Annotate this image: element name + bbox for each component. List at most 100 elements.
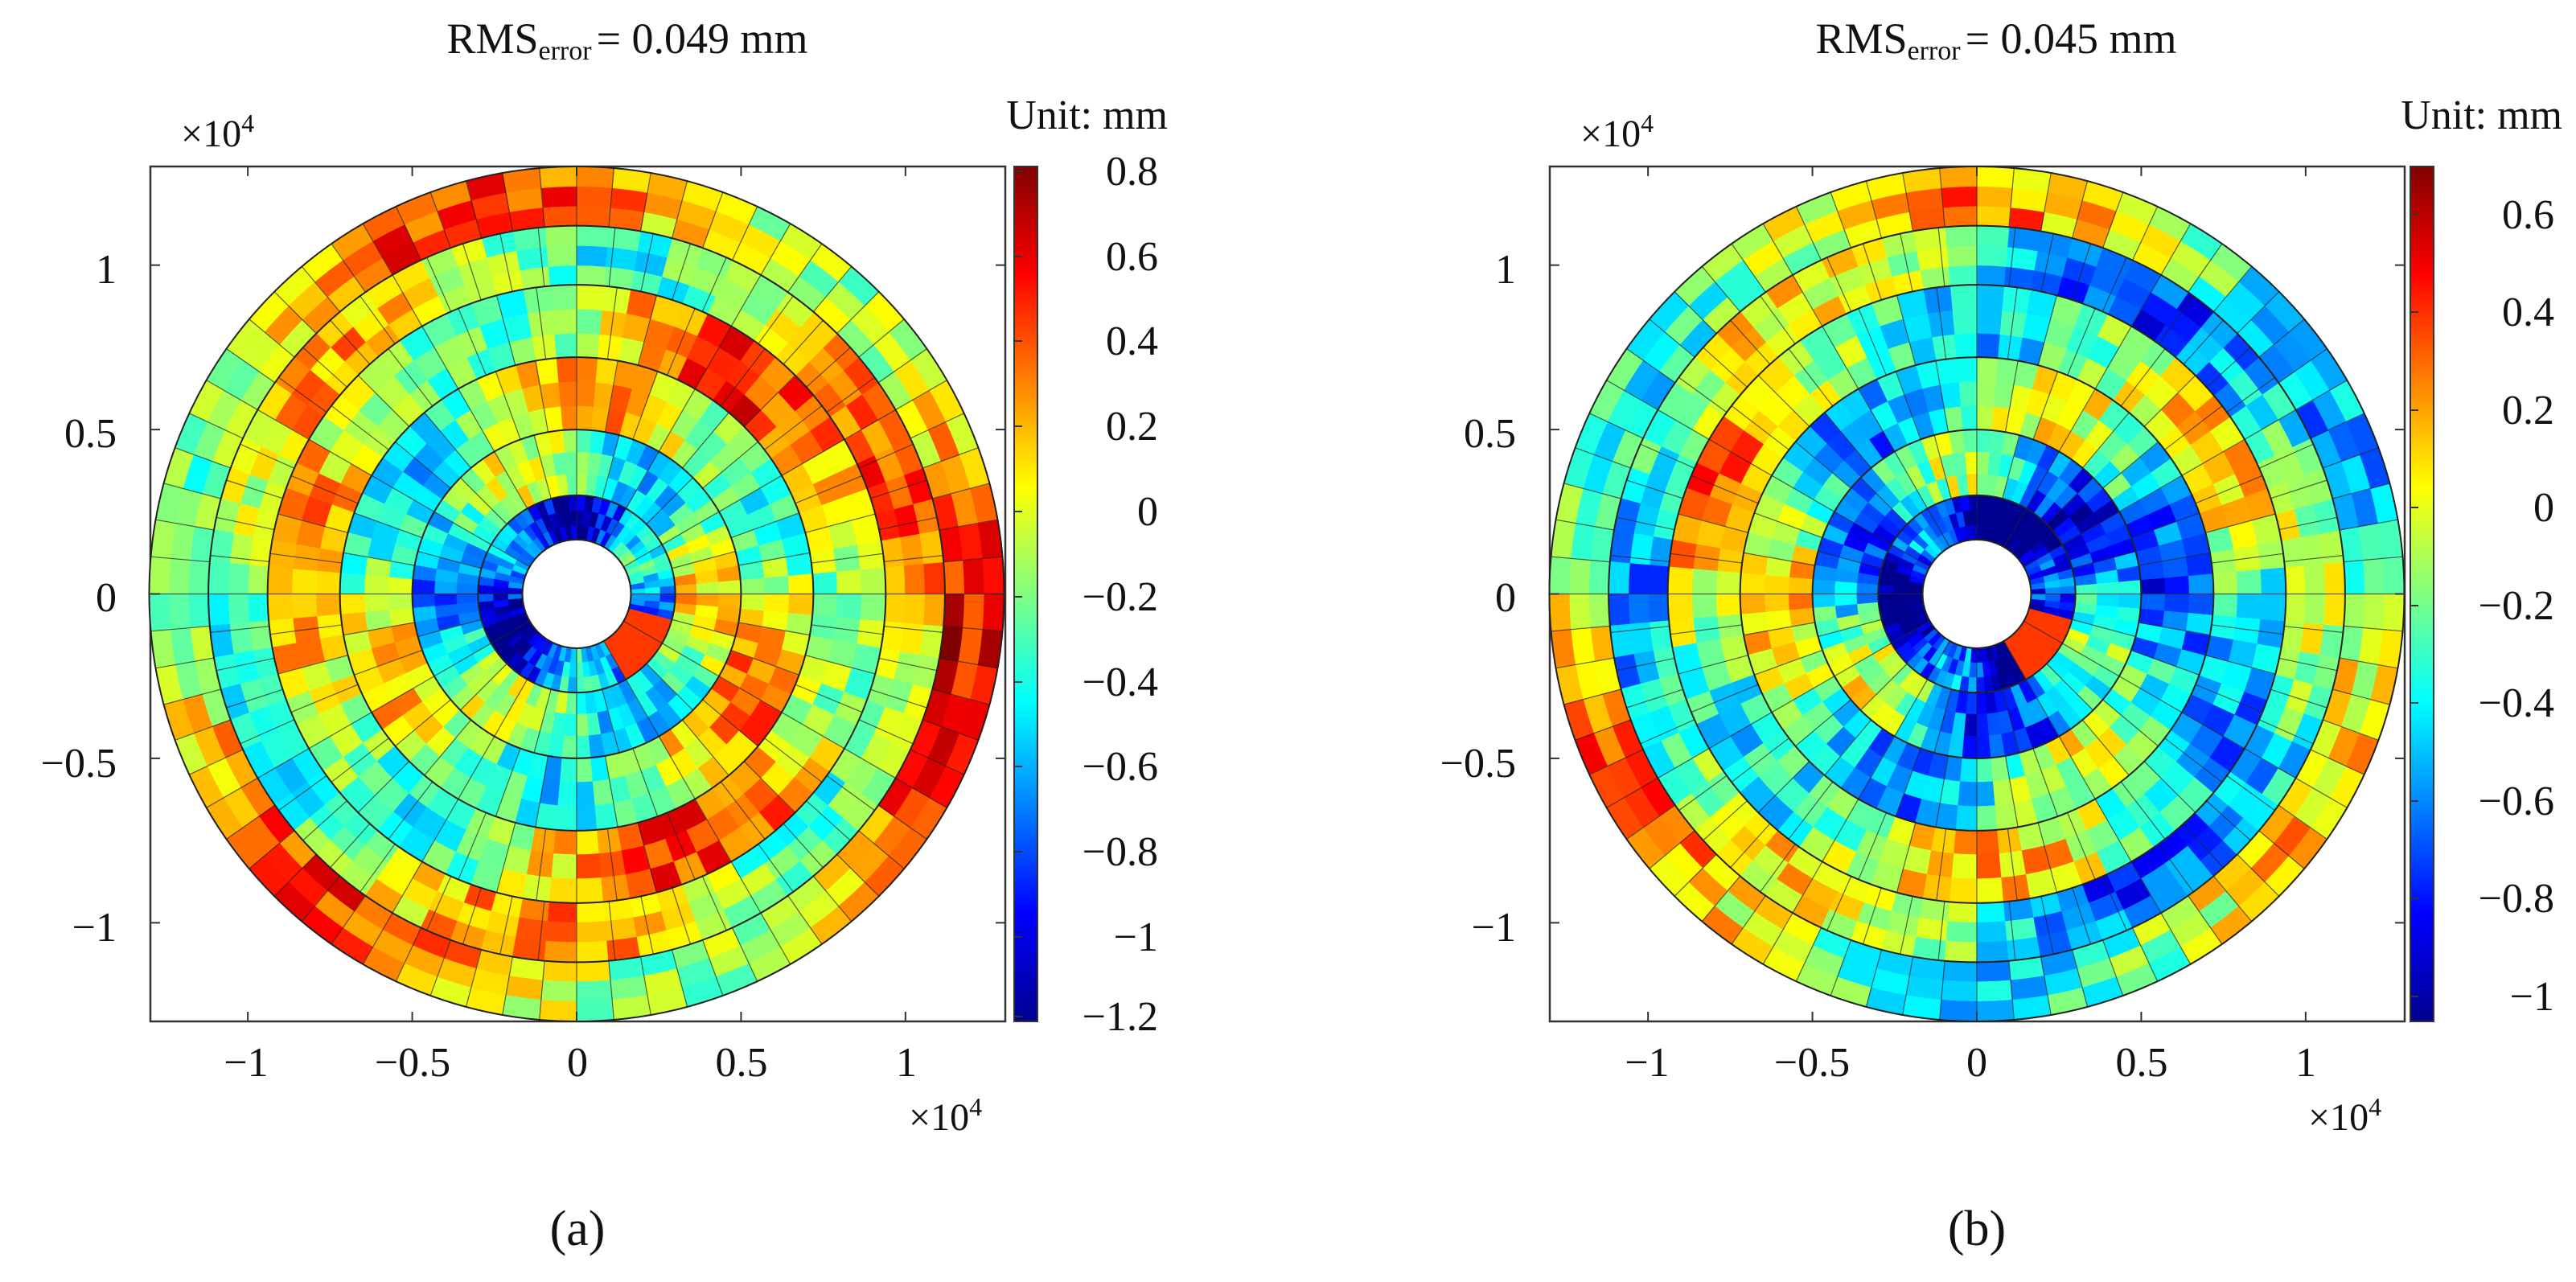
mesh-spoke (2081, 719, 2130, 776)
mesh-spoke (1795, 699, 1851, 747)
mesh-spoke (273, 291, 317, 335)
mesh-spoke (1703, 800, 1748, 841)
contour-cell (188, 594, 211, 629)
contour-cell (576, 509, 585, 526)
contour-cell (598, 850, 627, 879)
contour-cell (540, 980, 577, 1002)
contour-cell (2118, 579, 2142, 594)
panel-b-colorbar-label: 0.4 (2502, 290, 2554, 335)
panel-a-ytick-label: 0 (96, 575, 117, 621)
mesh-spoke (1760, 295, 1796, 344)
mesh-spoke (2258, 318, 2305, 358)
mesh-spoke (1788, 348, 1834, 407)
mesh-spoke (661, 511, 720, 545)
contour-cell (740, 594, 766, 611)
contour-cell (860, 594, 886, 622)
mesh-spoke (535, 755, 549, 828)
contour-cell (1976, 999, 2015, 1022)
contour-cell (630, 594, 647, 601)
mesh-spoke (1771, 676, 1835, 713)
mesh-spoke (354, 649, 423, 676)
mesh-spoke (495, 295, 516, 366)
contour-cell (1922, 873, 1953, 902)
contour-cell (455, 582, 479, 594)
mesh-spoke (1936, 287, 1947, 360)
mesh-spoke (206, 777, 258, 808)
panel-a-colorbar (1013, 166, 1038, 1022)
mesh-spoke (1670, 624, 1743, 635)
contour-cell (339, 573, 366, 594)
mesh-spoke (1589, 749, 1644, 775)
contour-cell (1955, 805, 1978, 832)
mesh-spoke (1575, 719, 1631, 741)
contour-cell (576, 901, 606, 923)
mesh-spoke (939, 519, 998, 531)
mesh-spoke (494, 679, 528, 737)
mesh-spoke (2094, 326, 2132, 389)
mesh-spoke (2258, 443, 2314, 469)
mesh-spoke (2310, 413, 2364, 439)
contour-cell (1947, 265, 1978, 287)
panel-a-ytick-label: 0.5 (64, 411, 117, 457)
contour-cell (2233, 544, 2262, 572)
mesh-spoke (1937, 901, 1945, 960)
mesh-spoke (2131, 927, 2159, 982)
mesh-spoke (895, 380, 947, 411)
mesh-spoke (2023, 620, 2063, 644)
mesh-spoke (2102, 191, 2124, 249)
panel-a-colorbar-label: 0.2 (1106, 404, 1158, 450)
contour-cell (1812, 594, 1836, 609)
contour-cell (228, 563, 250, 594)
contour-cell (2188, 594, 2214, 615)
contour-cell (569, 647, 577, 664)
contour-cell (811, 594, 838, 618)
mesh-spoke (1626, 479, 1683, 499)
mesh-spoke (640, 233, 654, 292)
mesh-spoke (189, 413, 244, 439)
contour-cell (2382, 594, 2405, 632)
panel-b-ytick-label: 0.5 (1464, 411, 1516, 457)
contour-cell (2260, 594, 2286, 622)
mesh-spoke (1818, 618, 1882, 637)
contour-cell (576, 450, 590, 475)
mesh-spoke (2002, 434, 2020, 499)
mesh-spoke (331, 738, 389, 783)
panel-b-ytick-label: 0 (1495, 575, 1516, 621)
panel-b-xtick-label: 0.5 (2116, 1040, 2168, 1086)
mesh-spoke (826, 775, 875, 812)
mesh-spoke (758, 844, 794, 893)
contour-cell (1691, 594, 1718, 619)
mesh-spoke (2067, 308, 2096, 376)
mesh-spoke (2037, 295, 2058, 366)
mesh-spoke (2072, 887, 2092, 945)
contour-cell (207, 594, 230, 627)
panel-b-colorbar-label: 0 (2533, 485, 2554, 531)
mesh-spoke (2181, 712, 2245, 750)
mesh-spoke (1834, 511, 1892, 545)
contour-cell (542, 960, 577, 983)
contour-cell (168, 594, 191, 631)
mesh-spoke (362, 223, 393, 276)
mesh-spoke (301, 875, 341, 922)
mesh-spoke (421, 326, 459, 389)
panel-b: RMSerror = 0.045 mm ×104 Unit: mm −1 −0.5… (1440, 14, 2562, 1256)
contour-cell (2140, 594, 2166, 611)
contour-cell (576, 999, 614, 1022)
contour-cell (531, 826, 557, 855)
mesh-spoke (2061, 511, 2120, 545)
mesh-spoke (1551, 625, 1610, 632)
contour-cell (1788, 577, 1814, 594)
mesh-spoke (1900, 233, 1913, 292)
contour-cell (787, 573, 814, 594)
mesh-spoke (371, 475, 435, 512)
mesh-spoke (539, 167, 545, 228)
mesh-spoke (783, 319, 824, 365)
contour-cell (2001, 286, 2032, 314)
mesh-spoke (155, 657, 215, 669)
mesh-spoke (604, 755, 618, 828)
mesh-spoke (216, 516, 275, 531)
mesh-spoke (2046, 477, 2093, 525)
contour-cell (1951, 853, 1978, 880)
mesh-spoke (1678, 655, 1748, 675)
mesh-spoke (701, 257, 727, 312)
